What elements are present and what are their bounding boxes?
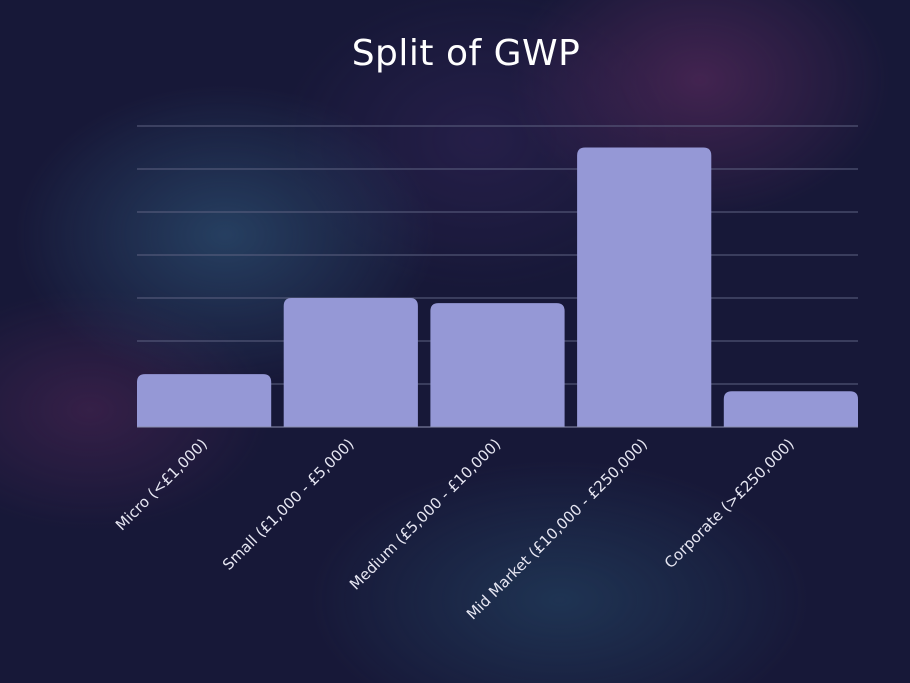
bar-3 — [430, 303, 565, 427]
x-tick-label: Small (£1,000 - £5,000) — [219, 435, 358, 574]
bars — [137, 147, 858, 427]
chart-title: Split of GWP — [351, 33, 581, 74]
category-labels: Micro (<£1,000) Small (£1,000 - £5,000)Me… — [112, 435, 798, 623]
bar-1 — [137, 374, 272, 427]
x-tick-label: Micro (<£1,000) — [112, 435, 211, 534]
bar-2 — [283, 298, 418, 427]
x-tick-label: Medium (£5,000 - £10,000) — [346, 435, 504, 593]
x-tick-label: Mid Market (£10,000 - £250,000) — [463, 435, 651, 623]
bar-4 — [577, 147, 712, 427]
bar-5 — [723, 391, 858, 427]
x-tick-label: Corporate (>£250,000) — [661, 435, 798, 572]
